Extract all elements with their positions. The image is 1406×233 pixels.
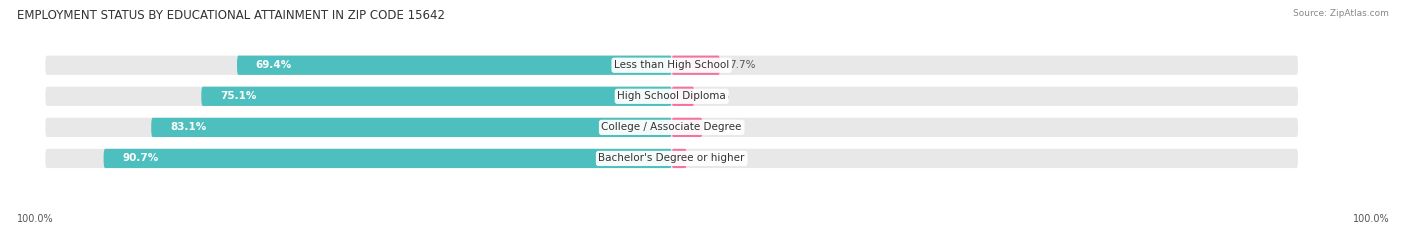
Text: 4.9%: 4.9% [711,122,738,132]
FancyBboxPatch shape [672,56,720,75]
FancyBboxPatch shape [201,87,672,106]
FancyBboxPatch shape [45,149,1298,168]
Text: 69.4%: 69.4% [256,60,292,70]
Text: Bachelor's Degree or higher: Bachelor's Degree or higher [599,154,745,163]
Text: Source: ZipAtlas.com: Source: ZipAtlas.com [1294,9,1389,18]
FancyBboxPatch shape [45,118,1298,137]
FancyBboxPatch shape [672,149,686,168]
Text: Less than High School: Less than High School [614,60,730,70]
FancyBboxPatch shape [45,87,1298,106]
FancyBboxPatch shape [45,56,1298,75]
FancyBboxPatch shape [152,118,672,137]
FancyBboxPatch shape [238,56,672,75]
Text: High School Diploma: High School Diploma [617,91,725,101]
Text: 3.6%: 3.6% [703,91,730,101]
Text: 90.7%: 90.7% [122,154,159,163]
Text: 100.0%: 100.0% [17,214,53,224]
FancyBboxPatch shape [672,87,695,106]
Text: 2.4%: 2.4% [696,154,723,163]
Text: 100.0%: 100.0% [1353,214,1389,224]
Text: 75.1%: 75.1% [221,91,256,101]
Text: EMPLOYMENT STATUS BY EDUCATIONAL ATTAINMENT IN ZIP CODE 15642: EMPLOYMENT STATUS BY EDUCATIONAL ATTAINM… [17,9,444,22]
FancyBboxPatch shape [672,118,703,137]
Text: College / Associate Degree: College / Associate Degree [602,122,742,132]
Text: 83.1%: 83.1% [170,122,207,132]
FancyBboxPatch shape [104,149,672,168]
Text: 7.7%: 7.7% [730,60,756,70]
